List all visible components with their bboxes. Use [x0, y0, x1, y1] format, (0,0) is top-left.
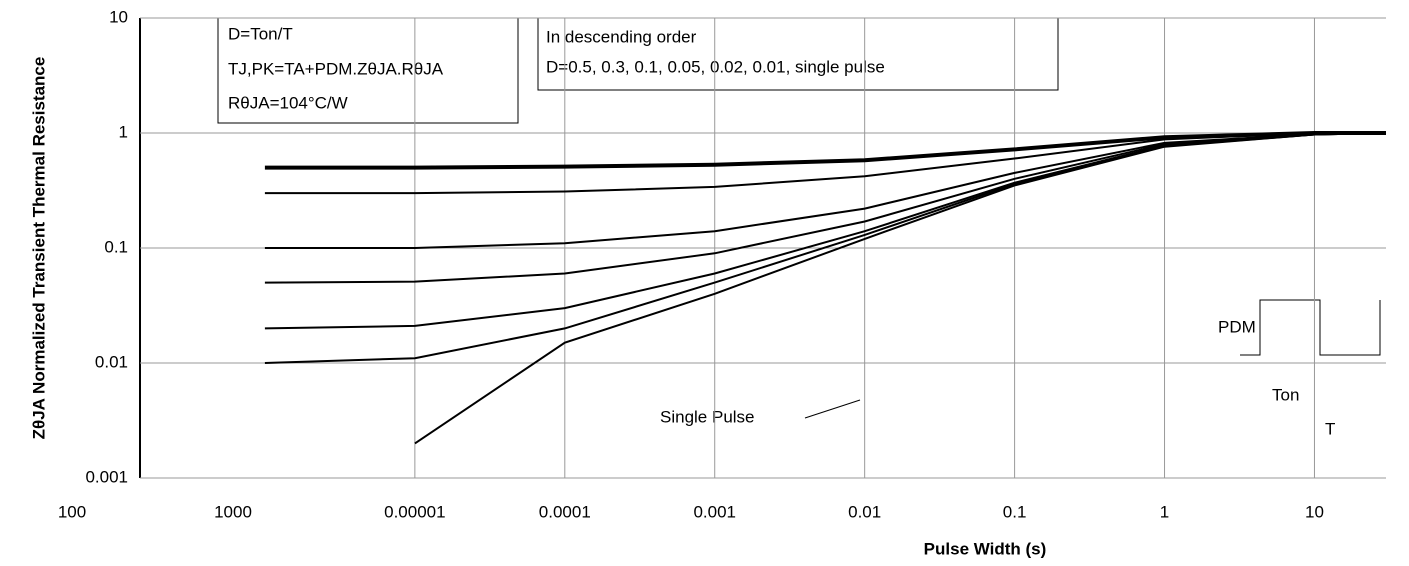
single-pulse-label: Single Pulse — [660, 407, 755, 426]
note: D=Ton/T — [228, 24, 293, 43]
x-tick-label: 1 — [1160, 502, 1169, 521]
pulse-label: T — [1325, 419, 1335, 438]
x-tick-label: 10 — [1305, 502, 1324, 521]
stray-label: 100 — [58, 502, 86, 521]
pulse-label: Ton — [1272, 385, 1299, 404]
series-line — [264, 132, 1386, 195]
x-tick-label: 0.0001 — [539, 502, 591, 521]
pulse-box — [1200, 290, 1390, 450]
series-line — [264, 131, 1386, 170]
series-line — [264, 132, 1387, 284]
x-tick-label: 0.01 — [848, 502, 881, 521]
note-box — [217, 17, 519, 124]
x-tick-label: 0.00001 — [384, 502, 445, 521]
x-tick-label: 0.1 — [1003, 502, 1027, 521]
series-line — [414, 132, 1387, 445]
y-tick-label: 10 — [109, 7, 128, 26]
y-tick-label: 1 — [119, 122, 128, 141]
x-axis-title: Pulse Width (s) — [924, 539, 1047, 558]
order-note: In descending order — [546, 27, 697, 46]
note: RθJA=104°C/W — [228, 93, 348, 112]
pulse-wave — [1240, 299, 1381, 356]
pulse-label: PDM — [1218, 317, 1256, 336]
note: TJ,PK=TA+PDM.ZθJA.RθJA — [228, 59, 444, 78]
x-tick-label: 0.001 — [693, 502, 736, 521]
y-tick-label: 0.1 — [104, 237, 128, 256]
order-note: D=0.5, 0.3, 0.1, 0.05, 0.02, 0.01, singl… — [546, 57, 885, 76]
y-tick-label: 0.001 — [85, 467, 128, 486]
y-tick-label: 0.01 — [95, 352, 128, 371]
stray-label: 1000 — [214, 502, 252, 521]
order-box — [537, 17, 1059, 91]
pointer — [804, 399, 861, 419]
y-axis-title: ZθJA Normalized Transient Thermal Resist… — [29, 57, 48, 440]
